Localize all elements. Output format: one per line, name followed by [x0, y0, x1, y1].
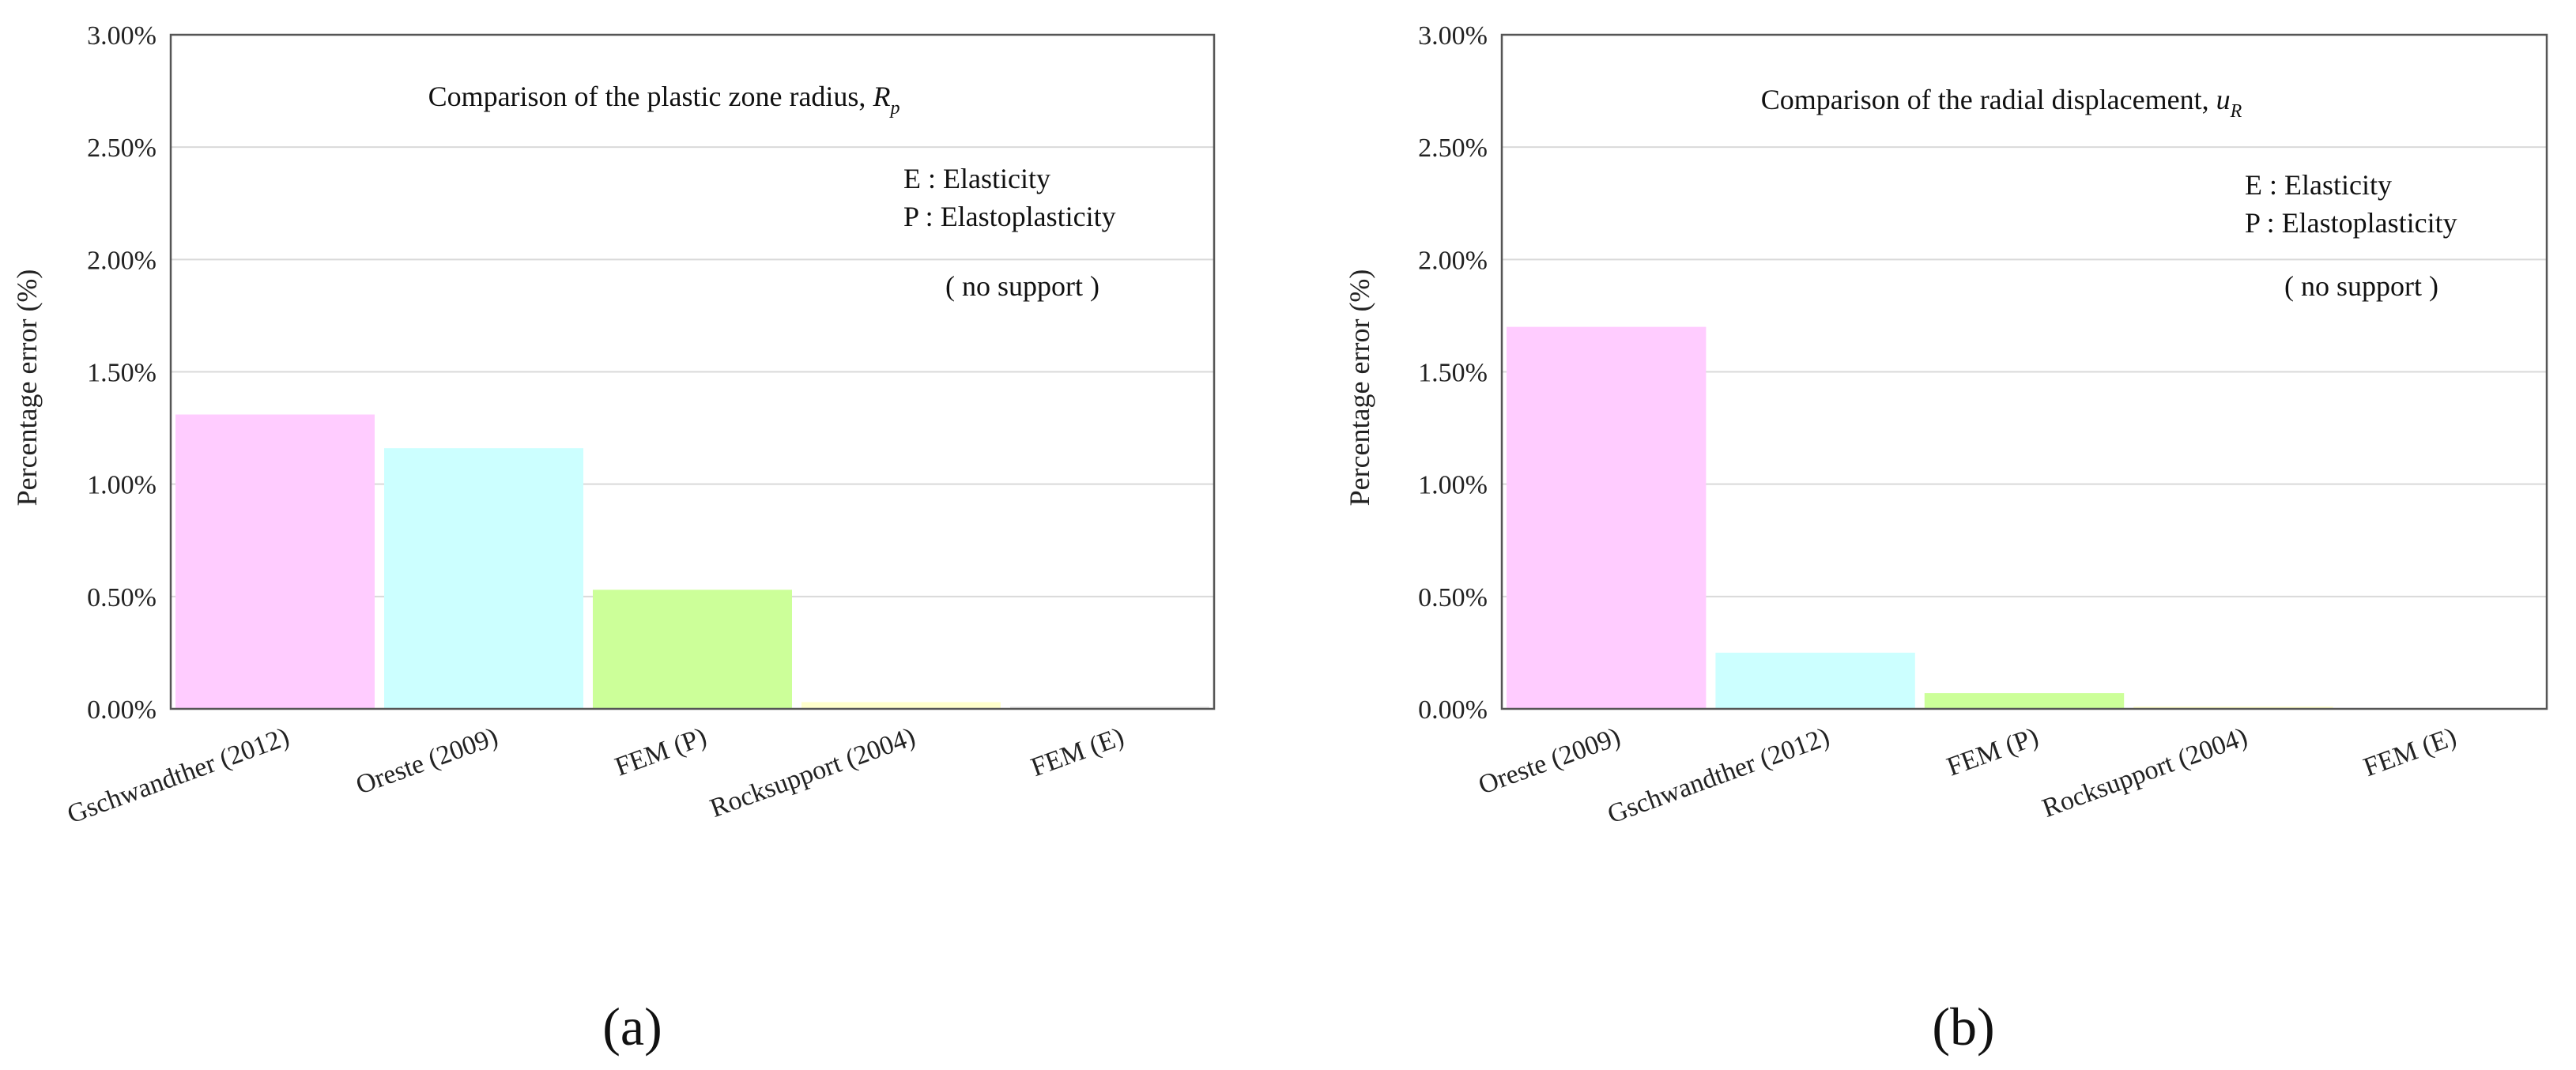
bar	[593, 590, 792, 709]
condition-note: ( no support )	[945, 270, 1099, 302]
y-tick-label: 1.00%	[87, 471, 157, 500]
y-tick-label: 2.00%	[87, 246, 157, 275]
y-tick-label: 0.50%	[87, 583, 157, 612]
bar	[2133, 706, 2333, 709]
y-tick-label: 0.50%	[1418, 583, 1488, 612]
x-tick-label: FEM (E)	[2359, 722, 2460, 782]
y-axis-label: Percentage error (%)	[11, 269, 43, 507]
y-tick-label: 1.00%	[1418, 471, 1488, 500]
y-tick-label: 2.50%	[87, 134, 157, 163]
bar	[1010, 706, 1209, 709]
chart-title: Comparison of the plastic zone radius, R…	[428, 81, 900, 119]
chart-title: Comparison of the radial displacement, u…	[1761, 84, 2242, 122]
y-tick-label: 0.00%	[1418, 695, 1488, 725]
condition-note: ( no support )	[2284, 270, 2438, 302]
x-tick-label: Oreste (2009)	[1475, 722, 1624, 801]
y-axis-label: Percentage error (%)	[1344, 269, 1375, 507]
plot-frame	[1500, 33, 2548, 710]
y-tick-label: 1.50%	[1418, 359, 1488, 388]
bar	[801, 702, 1001, 709]
chart-panel-a: 0.00% 0.50% 1.00% 1.50% 2.00% 2.50% 3.00% Gschw…	[11, 21, 1216, 1057]
y-tick-label: 3.00%	[87, 21, 157, 51]
y-tick-label: 1.50%	[87, 359, 157, 388]
bar	[1715, 652, 1915, 709]
panel-label: (b)	[1932, 997, 1994, 1057]
y-tick-label: 2.50%	[1418, 134, 1488, 163]
legend-text: P : Elastoplasticity	[903, 201, 1116, 232]
panel-label: (a)	[602, 997, 662, 1057]
y-tick-label: 3.00%	[1418, 21, 1488, 51]
x-tick-label: Oreste (2009)	[353, 722, 502, 801]
y-tick-label: 2.00%	[1418, 246, 1488, 275]
x-tick-label: FEM (E)	[1028, 722, 1128, 782]
legend-text: E : Elasticity	[903, 163, 1050, 194]
bar	[175, 414, 375, 709]
x-tick-label: Gschwandther (2012)	[63, 722, 292, 830]
x-tick-label: FEM (P)	[1943, 722, 2042, 782]
x-tick-label: Rocksupport (2004)	[707, 722, 919, 823]
bar	[384, 448, 583, 709]
x-tick-label: Rocksupport (2004)	[2039, 722, 2251, 823]
plot-frame	[169, 33, 1216, 710]
bar	[1924, 693, 2125, 709]
legend-text: E : Elasticity	[2245, 169, 2392, 201]
chart-panel-b: 0.00% 0.50% 1.00% 1.50% 2.00% 2.50% 3.00% Orest…	[1344, 21, 2548, 1057]
x-tick-label: FEM (P)	[611, 722, 710, 782]
legend-text: P : Elastoplasticity	[2245, 207, 2457, 239]
x-tick-label: Gschwandther (2012)	[1604, 722, 1833, 830]
bar	[1507, 326, 1707, 709]
y-tick-label: 0.00%	[87, 695, 157, 725]
